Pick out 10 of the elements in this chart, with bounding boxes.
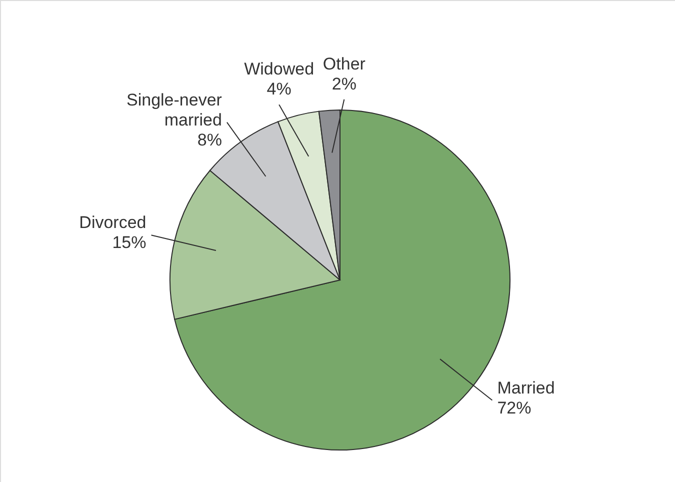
slice-label: Divorced xyxy=(79,213,146,232)
slice-label: Widowed xyxy=(244,60,314,79)
slice-label: Married xyxy=(497,378,555,398)
slice-label: Single-never married xyxy=(126,90,222,130)
data-label: 8% xyxy=(197,130,222,150)
data-label: 15% xyxy=(112,233,146,252)
data-label: 72% xyxy=(497,398,532,418)
slice-label: Other xyxy=(322,54,366,74)
data-label: 4% xyxy=(266,80,292,99)
data-label: 2% xyxy=(332,74,356,94)
